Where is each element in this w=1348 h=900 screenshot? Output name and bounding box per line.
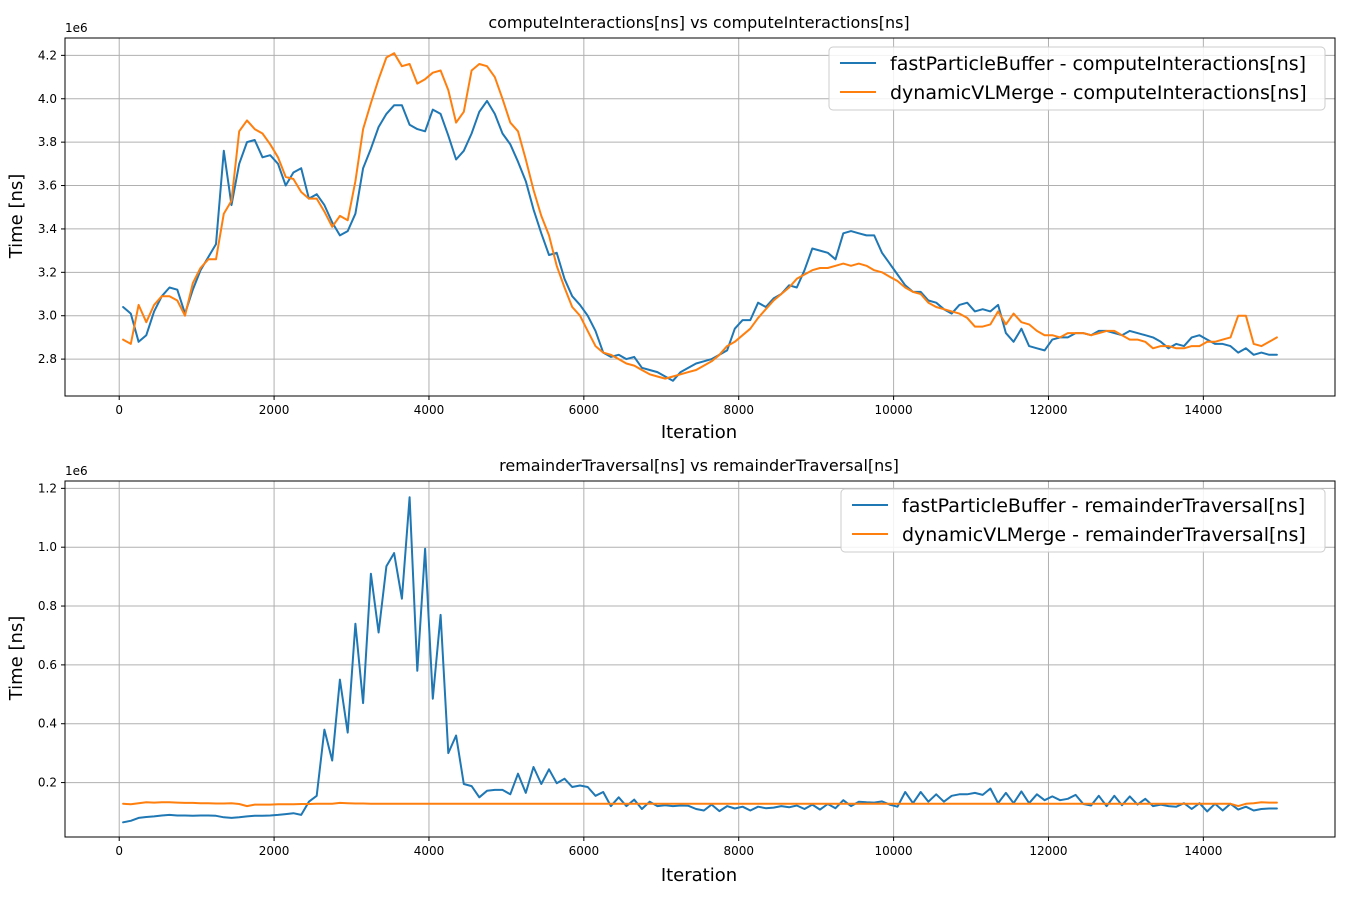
y-tick-label: 4.2 [38,48,57,62]
x-tick-label: 8000 [723,403,754,417]
y-tick-label: 3.0 [38,309,57,323]
y-tick-label: 3.8 [38,135,57,149]
chart-compute-interactions: computeInteractions[ns] vs computeIntera… [6,13,1336,443]
y-tick-label: 2.8 [38,352,57,366]
chart-title: remainderTraversal[ns] vs remainderTrave… [499,456,899,475]
y-tick-label: 3.2 [38,265,57,279]
x-tick-label: 4000 [414,403,445,417]
x-tick-label: 14000 [1184,403,1222,417]
series-lines [122,496,1278,824]
legend-label: dynamicVLMerge - computeInteractions[ns] [890,82,1307,104]
x-ticks: 0 2000 4000 6000 8000 10000 12000 14000 [115,396,1222,417]
chart-remainder-traversal: remainderTraversal[ns] vs remainderTrave… [6,456,1336,886]
y-tick-label: 0.8 [38,599,57,613]
x-axis-label: Iteration [661,422,737,443]
y-tick-label: 0.2 [38,776,57,790]
legend: fastParticleBuffer - computeInteractions… [828,46,1326,111]
y-offset-label: 1e6 [65,464,88,478]
x-tick-label: 6000 [569,844,600,858]
x-tick-label: 10000 [875,403,913,417]
y-axis-label: Time [ns] [6,174,27,260]
series-line-1 [122,801,1278,808]
series-lines [122,52,1278,382]
y-tick-label: 1.0 [38,540,57,554]
y-axis-label: Time [ns] [6,616,27,702]
x-tick-label: 2000 [259,403,290,417]
legend-box [840,488,1326,553]
y-tick-label: 0.4 [38,717,57,731]
series-line-1 [122,52,1278,380]
y-tick-label: 3.6 [38,179,57,193]
y-offset-label: 1e6 [65,21,88,35]
x-axis-label: Iteration [661,865,737,886]
y-tick-label: 0.6 [38,658,57,672]
x-tick-label: 12000 [1029,844,1067,858]
x-tick-label: 4000 [414,844,445,858]
y-ticks: 2.8 3.0 3.2 3.4 3.6 3.8 4.0 4.2 [38,48,65,366]
chart-title: computeInteractions[ns] vs computeIntera… [488,13,909,32]
plot-frame [64,480,1336,838]
x-tick-label: 0 [115,403,123,417]
y-ticks: 0.2 0.4 0.6 0.8 1.0 1.2 [38,481,65,790]
x-tick-label: 6000 [569,403,600,417]
legend: fastParticleBuffer - remainderTraversal[… [840,488,1326,553]
x-tick-label: 10000 [875,844,913,858]
x-tick-label: 2000 [259,844,290,858]
y-tick-label: 4.0 [38,92,57,106]
legend-label: fastParticleBuffer - computeInteractions… [890,53,1306,75]
legend-label: fastParticleBuffer - remainderTraversal[… [902,495,1305,517]
legend-label: dynamicVLMerge - remainderTraversal[ns] [902,524,1306,546]
x-tick-label: 0 [115,844,123,858]
legend-box [828,46,1326,111]
x-tick-label: 14000 [1184,844,1222,858]
y-tick-label: 1.2 [38,481,57,495]
y-tick-label: 3.4 [38,222,57,236]
plot-frame [64,37,1336,397]
x-tick-label: 8000 [723,844,754,858]
x-tick-label: 12000 [1029,403,1067,417]
x-ticks: 0 2000 4000 6000 8000 10000 12000 14000 [115,837,1222,858]
